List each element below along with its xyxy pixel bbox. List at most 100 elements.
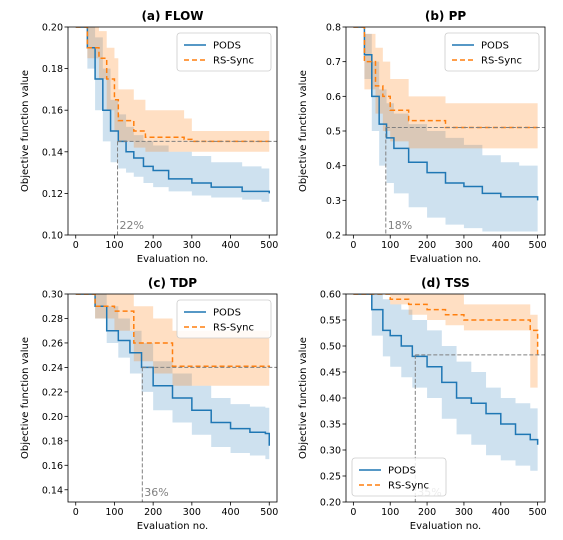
x-tick-label: 300 — [183, 240, 201, 251]
y-tick-label: 0.24 — [42, 363, 63, 374]
y-tick-label: 0.45 — [320, 368, 341, 379]
rs-sync-line — [75, 294, 271, 368]
annotation-label: 36% — [144, 486, 168, 499]
plot-area — [353, 27, 545, 235]
pods-legend-label: PODS — [213, 41, 241, 52]
y-tick-label: 0.18 — [42, 64, 63, 75]
plot-area — [75, 27, 277, 235]
y-tick-label: 0.8 — [326, 23, 341, 34]
pods-legend-label: PODS — [213, 308, 241, 319]
x-tick-label: 500 — [529, 507, 547, 518]
x-tick-label: 0 — [350, 507, 356, 518]
x-tick-label: 100 — [381, 240, 399, 251]
x-tick-label: 0 — [350, 240, 356, 251]
y-tick-label: 0.10 — [42, 231, 63, 242]
y-tick-label: 0.12 — [42, 189, 63, 200]
rs-sync-legend-label: RS-Sync — [213, 323, 254, 334]
y-axis-label: Objective function value — [20, 337, 31, 459]
y-tick-label: 0.22 — [42, 387, 63, 398]
rs-sync-legend-label: RS-Sync — [388, 481, 429, 492]
chart-title: (d) TSS — [421, 276, 470, 290]
chart-title: (c) TDP — [148, 276, 197, 290]
y-tick-label: 0.30 — [42, 290, 63, 301]
x-axis-label: Evaluation no. — [410, 254, 481, 265]
y-tick-label: 0.40 — [320, 394, 341, 405]
chart-panel-3: 36% 0 100 200 300 400 500 0.14 0.16 0.18 0.20 0.22 0… — [20, 276, 278, 532]
y-tick-label: 0.7 — [326, 57, 341, 68]
x-tick-label: 0 — [73, 240, 79, 251]
y-tick-label: 0.5 — [326, 127, 341, 138]
y-tick-label: 0.25 — [320, 472, 341, 483]
legend: PODS RS-Sync — [351, 457, 447, 497]
x-tick-label: 100 — [105, 507, 123, 518]
y-tick-label: 0.20 — [320, 498, 341, 509]
plot-frame — [67, 293, 278, 503]
x-tick-label: 200 — [418, 240, 436, 251]
y-tick-label: 0.16 — [42, 106, 63, 117]
x-tick-label: 400 — [492, 240, 510, 251]
chart-panel-1: 22% 0 100 200 300 400 500 0.10 0.12 0.14 0.16 0.18 0… — [20, 9, 278, 265]
x-axis-label: Evaluation no. — [137, 254, 208, 265]
legend: PODS RS-Sync — [176, 32, 272, 72]
chart-panel-2: 18% 0 100 200 300 400 500 0.2 0.3 0.4 0.5 0.6 0.7 0.8… — [298, 9, 547, 265]
y-tick-label: 0.26 — [42, 338, 63, 349]
x-tick-label: 400 — [221, 507, 239, 518]
y-tick-label: 0.28 — [42, 314, 63, 325]
chart-title: (a) FLOW — [141, 9, 203, 23]
rs-sync-line — [75, 27, 270, 143]
y-tick-label: 0.18 — [42, 436, 63, 447]
rs-sync-legend-label: RS-Sync — [213, 56, 254, 67]
pods-legend-label: PODS — [481, 41, 509, 52]
legend-box — [351, 457, 447, 497]
x-tick-label: 500 — [260, 507, 278, 518]
pods-legend-label: PODS — [388, 466, 416, 477]
chart-panel-4: 35%01002003004005000.200.250.300.350.400… — [298, 276, 547, 532]
legend-box — [176, 299, 272, 339]
y-tick-label: 0.3 — [326, 196, 341, 207]
rs-sync-line — [353, 27, 538, 129]
x-tick-label: 400 — [492, 507, 510, 518]
y-axis-label: Objective function value — [20, 70, 31, 192]
y-tick-label: 0.20 — [42, 23, 63, 34]
pods-line — [353, 27, 539, 201]
y-tick-label: 0.20 — [42, 412, 63, 423]
plot-area — [75, 294, 277, 502]
y-tick-label: 0.6 — [326, 92, 341, 103]
legend-box — [176, 32, 272, 72]
y-tick-label: 0.4 — [326, 161, 341, 172]
y-tick-label: 0.2 — [326, 231, 341, 242]
y-tick-label: 0.16 — [42, 461, 63, 472]
annotation-label: 22% — [120, 219, 144, 232]
x-tick-label: 200 — [144, 240, 162, 251]
pods-line — [353, 294, 539, 445]
y-axis-label: Objective function value — [298, 337, 309, 459]
y-axis-label: Objective function value — [298, 70, 309, 192]
rs-sync-band — [353, 27, 538, 149]
annotation-label: 18% — [388, 219, 412, 232]
x-tick-label: 0 — [73, 507, 79, 518]
y-tick-label: 0.60 — [320, 290, 341, 301]
x-tick-label: 300 — [183, 507, 201, 518]
x-tick-label: 500 — [260, 240, 278, 251]
legend: PODS RS-Sync — [176, 299, 272, 339]
x-tick-label: 200 — [144, 507, 162, 518]
pods-line — [75, 27, 271, 194]
x-axis-label: Evaluation no. — [410, 521, 481, 532]
chart-title: (b) PP — [425, 9, 467, 23]
legend: PODS RS-Sync — [444, 32, 540, 72]
x-tick-label: 200 — [418, 507, 436, 518]
y-tick-label: 0.55 — [320, 316, 341, 327]
x-axis-label: Evaluation no. — [137, 521, 208, 532]
plot-area — [353, 294, 545, 502]
y-tick-label: 0.14 — [42, 147, 63, 158]
y-tick-label: 0.14 — [42, 485, 63, 496]
x-tick-label: 500 — [529, 240, 547, 251]
x-tick-label: 100 — [381, 507, 399, 518]
rs-sync-band — [75, 27, 270, 152]
legend-box — [444, 32, 540, 72]
x-tick-label: 300 — [455, 507, 473, 518]
y-tick-label: 0.35 — [320, 420, 341, 431]
y-tick-label: 0.50 — [320, 342, 341, 353]
pods-line — [75, 294, 271, 446]
